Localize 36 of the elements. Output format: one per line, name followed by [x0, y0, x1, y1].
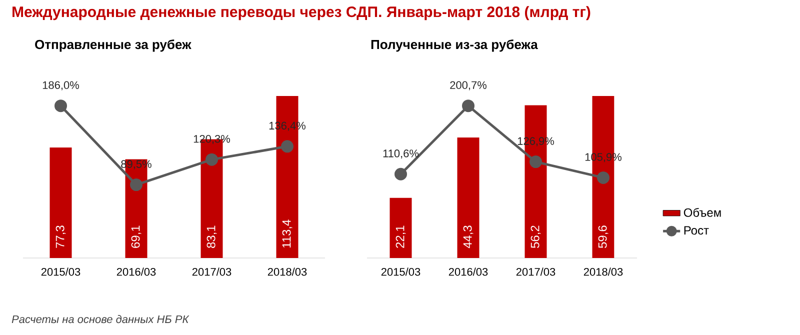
data-label: 56,2: [530, 226, 541, 248]
point: [597, 171, 610, 184]
data-label: 77,3: [56, 226, 66, 248]
data-label: 69,1: [131, 226, 142, 248]
bar: [457, 138, 480, 258]
bar: [390, 198, 412, 258]
point: [281, 140, 294, 153]
point: [54, 100, 67, 112]
point: [530, 156, 542, 168]
data-label: 200,7%: [450, 81, 486, 90]
data-label: 59,6: [598, 226, 608, 248]
x-tick-label: 2016/03: [116, 268, 156, 276]
x-tick-label: 2016/03: [448, 268, 488, 276]
point: [394, 168, 408, 180]
x-tick-label: 2017/03: [192, 268, 232, 276]
legend-label: Объем: [684, 208, 721, 217]
x-tick-label: 2015/03: [381, 268, 420, 276]
data-label: 83,1: [206, 226, 217, 248]
x-tick-label: 2015/03: [41, 268, 80, 276]
chart-title: Международные денежные переводы через СДП. Январь-март 2018 (млрд тг): [12, 6, 590, 20]
bar: [50, 148, 72, 258]
point: [462, 100, 475, 112]
text: Расчеты на основе данных НБ РК: [12, 315, 190, 324]
data-label: 44,3: [463, 226, 474, 248]
data-label: 110,6%: [383, 150, 419, 159]
data-label: 22,1: [396, 226, 406, 248]
x-tick-label: 2018/03: [584, 268, 623, 276]
point: [130, 178, 142, 192]
point: [206, 153, 218, 166]
x-tick-label: 2017/03: [516, 268, 556, 276]
legend-label: Рост: [684, 226, 709, 235]
chart-title: Полученные из-за рубежа: [371, 39, 538, 52]
chart-subtitle: Отправленные за рубеж: [35, 39, 192, 52]
data-label: 186,0%: [42, 81, 79, 90]
x-tick-label: 2018/03: [268, 268, 307, 276]
data-label: 113,4: [282, 220, 292, 248]
